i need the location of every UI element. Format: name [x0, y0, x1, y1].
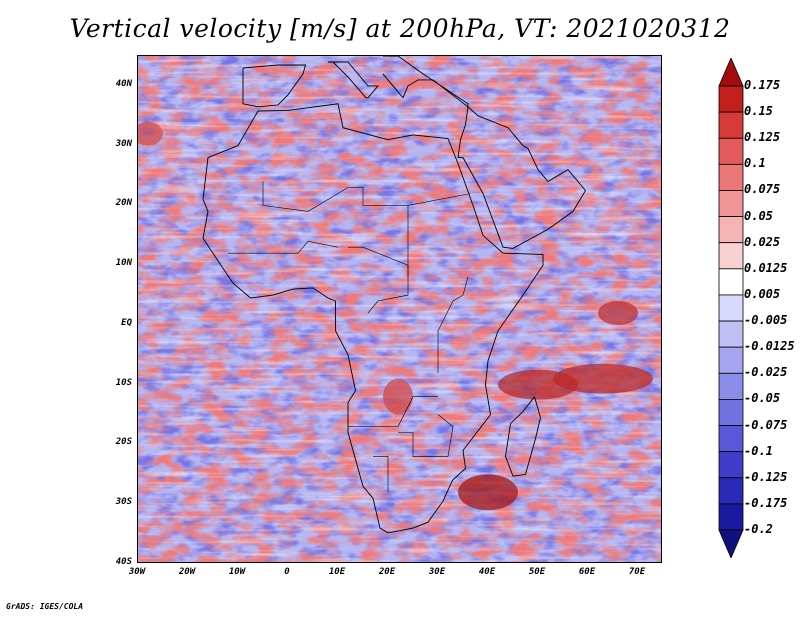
- ascent-patch: [458, 474, 518, 511]
- lon-tick-label: 60E: [578, 567, 596, 577]
- colorbar-swatch: [718, 346, 744, 374]
- colorbar-tick-label: 0.125: [744, 130, 781, 145]
- lon-tick-label: 10W: [228, 567, 246, 577]
- colorbar-swatch: [718, 268, 744, 296]
- ascent-patch: [553, 363, 653, 394]
- lat-tick-label: 20S: [115, 437, 132, 448]
- colorbar-tick-label: 0.005: [744, 286, 781, 301]
- colorbar-tick-label: -0.175: [744, 495, 788, 510]
- africa-coastline: [202, 56, 587, 534]
- chart-title: Vertical velocity [m/s] at 200hPa, VT: 2…: [69, 14, 731, 43]
- colorbar-tick-label: 0.0125: [744, 260, 788, 275]
- coastline-madagascar: [505, 396, 541, 477]
- country-border: [348, 396, 438, 427]
- colorbar-swatch: [718, 85, 744, 113]
- colorbar-tick-label: -0.1: [744, 443, 773, 458]
- lat-tick-label: 30N: [115, 138, 132, 149]
- coastline-africa: [202, 103, 544, 534]
- lat-tick-label: 10N: [115, 258, 132, 269]
- lat-tick-label: 40N: [115, 78, 132, 89]
- lon-tick-label: 10E: [328, 567, 346, 577]
- colorbar-swatch: [718, 399, 744, 426]
- colorbar-swatch: [718, 451, 744, 479]
- colorbar-tick-label: 0.05: [744, 208, 773, 223]
- colorbar-swatch: [718, 503, 744, 531]
- lon-tick-label: 0: [284, 567, 290, 577]
- colorbar-tick-label: -0.025: [744, 365, 788, 380]
- country-border: [398, 414, 454, 457]
- country-border: [437, 277, 469, 373]
- colorbar-tick-label: 0.15: [744, 104, 773, 119]
- map-streaks: [138, 56, 661, 562]
- colorbar-min-triangle: [718, 529, 744, 558]
- ascent-patch: [383, 378, 413, 415]
- colorbar-tick-label: -0.0125: [744, 339, 795, 354]
- colorbar-swatch: [718, 163, 744, 191]
- colorbar-swatch: [718, 190, 744, 217]
- lon-tick-label: 20W: [178, 567, 196, 577]
- colorbar-swatch: [718, 137, 744, 165]
- lat-tick-label: 10S: [115, 377, 132, 388]
- coastline-balkans: [382, 56, 469, 108]
- colorbar-tick-label: 0.025: [744, 234, 781, 249]
- colorbar-tick-label: -0.075: [744, 417, 788, 432]
- colorbar-swatch: [718, 372, 744, 400]
- lon-tick-label: 50E: [528, 567, 546, 577]
- footer-credit: GrADS: IGES/COLA: [6, 602, 84, 611]
- colorbar-swatch: [718, 477, 744, 505]
- colorbar-swatch: [718, 294, 744, 322]
- lon-tick-label: 30W: [128, 567, 146, 577]
- colorbar-tick-label: -0.2: [744, 522, 773, 536]
- colorbar-swatch: [718, 216, 744, 244]
- colorbar-tick-label: -0.05: [744, 391, 781, 406]
- lat-tick-label: 20N: [115, 198, 132, 209]
- colorbar-tick-label: 0.175: [744, 78, 781, 92]
- map-canvas: [138, 56, 661, 562]
- colorbar-max-triangle: [718, 58, 744, 87]
- colorbar-swatch: [718, 425, 744, 453]
- country-border: [373, 456, 389, 493]
- coastline-italy-greece: [328, 61, 379, 99]
- ascent-patch: [138, 121, 163, 146]
- country-border: [348, 246, 409, 314]
- country-border: [407, 193, 471, 206]
- coastline-europe-south: [242, 64, 307, 108]
- colorbar-tick-label: 0.1: [744, 156, 766, 171]
- colorbar-tick-label: -0.005: [744, 313, 788, 328]
- lon-tick-label: 40E: [478, 567, 496, 577]
- strong-ascent-areas: [138, 121, 653, 511]
- lat-tick-label: 30S: [115, 497, 132, 508]
- lon-tick-label: 30E: [428, 567, 446, 577]
- lat-tick-label: 40S: [115, 557, 132, 567]
- colorbar-tick-label: -0.125: [744, 469, 788, 484]
- lon-tick-label: 20E: [378, 567, 396, 577]
- colorbar-swatch: [718, 242, 744, 270]
- country-border: [262, 181, 409, 278]
- colorbar: [718, 58, 744, 558]
- lon-tick-label: 70E: [628, 567, 646, 577]
- lat-tick-label: EQ: [121, 317, 132, 328]
- ascent-patch: [598, 301, 638, 325]
- colorbar-tick-label: 0.075: [744, 182, 781, 197]
- colorbar-swatch: [718, 320, 744, 348]
- colorbar-swatch: [718, 111, 744, 139]
- country-border: [228, 240, 339, 254]
- velocity-map: [137, 55, 662, 563]
